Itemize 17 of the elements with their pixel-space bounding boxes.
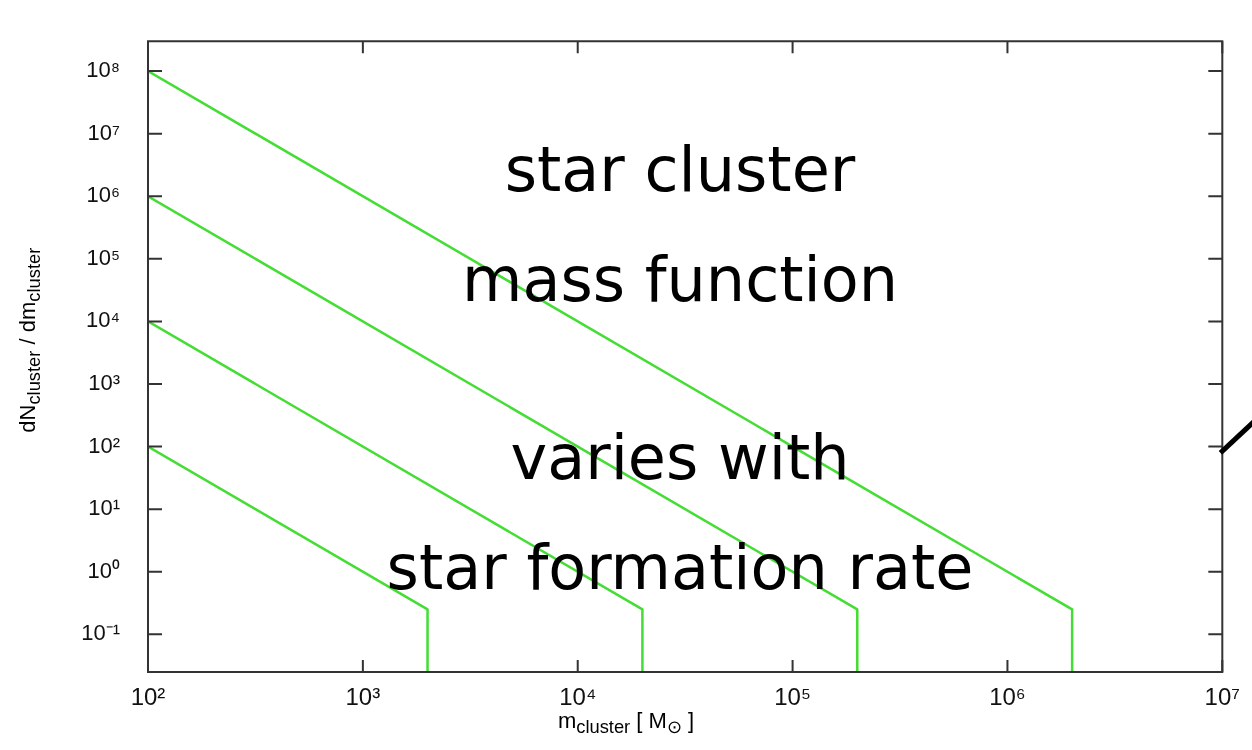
y-tick-label: 10⁰ <box>87 557 120 583</box>
y-tick-label: 10⁷ <box>87 119 121 145</box>
y-tick-label: 10⁴ <box>86 307 120 333</box>
x-tick-label: 10⁷ <box>1204 683 1241 711</box>
x-tick-label: 10⁴ <box>559 683 597 711</box>
y-tick-label: 10³ <box>88 370 120 396</box>
y-tick-label: 10⁻¹ <box>81 620 120 646</box>
x-axis-title: m$_{cluster}$ [ M$_{⊙}$ ] <box>557 708 695 738</box>
x-tick-label: 10⁵ <box>774 683 811 711</box>
y-tick-label: 10⁶ <box>86 182 120 208</box>
x-tick-label: 10⁶ <box>989 683 1026 711</box>
y-tick-label: 10⁵ <box>86 244 120 270</box>
x-tick-label: 10³ <box>345 683 381 711</box>
y-tick-label: 10¹ <box>88 495 120 521</box>
y-tick-label: 10⁸ <box>86 57 120 83</box>
y-tick-label: 10² <box>88 432 120 458</box>
x-tick-label: 10² <box>130 683 166 711</box>
